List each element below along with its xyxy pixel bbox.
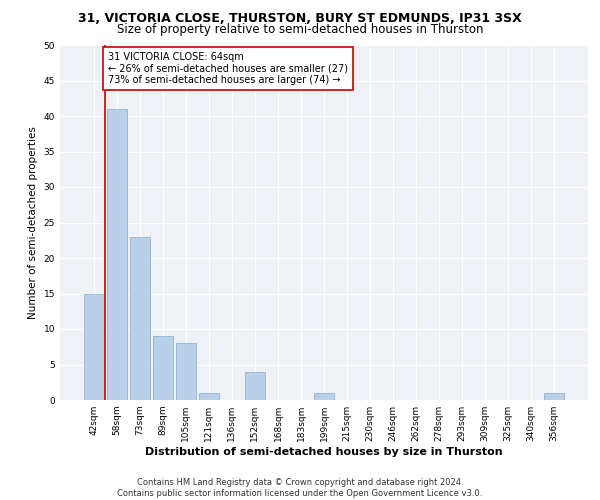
- Text: Size of property relative to semi-detached houses in Thurston: Size of property relative to semi-detach…: [117, 22, 483, 36]
- Text: 31 VICTORIA CLOSE: 64sqm
← 26% of semi-detached houses are smaller (27)
73% of s: 31 VICTORIA CLOSE: 64sqm ← 26% of semi-d…: [108, 52, 348, 86]
- Bar: [199, 393, 218, 400]
- Bar: [176, 343, 196, 400]
- Y-axis label: Number of semi-detached properties: Number of semi-detached properties: [28, 126, 38, 319]
- Text: 31, VICTORIA CLOSE, THURSTON, BURY ST EDMUNDS, IP31 3SX: 31, VICTORIA CLOSE, THURSTON, BURY ST ED…: [78, 12, 522, 26]
- Bar: [153, 336, 173, 400]
- Bar: [544, 393, 564, 400]
- Bar: [84, 294, 104, 400]
- Bar: [314, 393, 334, 400]
- Text: Contains HM Land Registry data © Crown copyright and database right 2024.
Contai: Contains HM Land Registry data © Crown c…: [118, 478, 482, 498]
- Bar: [130, 236, 149, 400]
- Bar: [107, 109, 127, 400]
- Bar: [245, 372, 265, 400]
- X-axis label: Distribution of semi-detached houses by size in Thurston: Distribution of semi-detached houses by …: [145, 447, 503, 457]
